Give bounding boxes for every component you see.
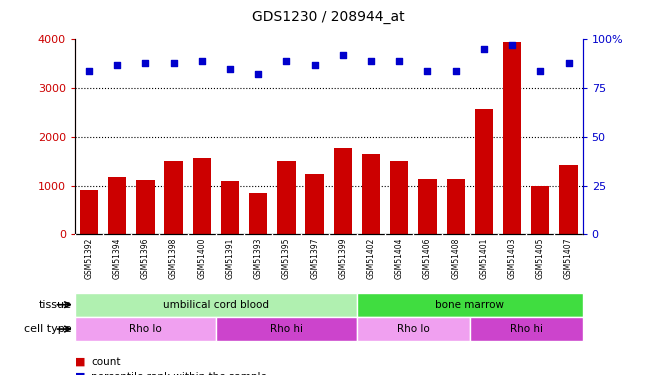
Bar xyxy=(277,161,296,234)
Point xyxy=(112,62,122,68)
Point xyxy=(225,66,235,72)
Text: bone marrow: bone marrow xyxy=(436,300,505,310)
Text: Rho hi: Rho hi xyxy=(510,324,543,334)
Text: GSM51403: GSM51403 xyxy=(508,237,517,279)
Text: GSM51402: GSM51402 xyxy=(367,237,376,279)
Text: ■: ■ xyxy=(75,357,85,367)
Point xyxy=(422,68,433,74)
Text: ■: ■ xyxy=(75,372,85,375)
Point xyxy=(366,58,376,64)
Point xyxy=(84,68,94,74)
Bar xyxy=(108,177,126,234)
Text: GSM51399: GSM51399 xyxy=(339,237,348,279)
Point xyxy=(507,42,518,48)
Bar xyxy=(470,317,583,341)
Bar xyxy=(165,161,183,234)
Text: GSM51391: GSM51391 xyxy=(225,237,234,279)
Bar xyxy=(305,174,324,234)
Bar xyxy=(559,165,577,234)
Bar xyxy=(221,181,239,234)
Text: GSM51395: GSM51395 xyxy=(282,237,291,279)
Text: Rho hi: Rho hi xyxy=(270,324,303,334)
Text: umbilical cord blood: umbilical cord blood xyxy=(163,300,269,310)
Bar xyxy=(531,186,549,234)
Point xyxy=(563,60,574,66)
Bar xyxy=(334,148,352,234)
Point xyxy=(197,58,207,64)
Bar xyxy=(75,292,357,317)
Point xyxy=(478,46,489,52)
Text: GSM51404: GSM51404 xyxy=(395,237,404,279)
Bar xyxy=(362,154,380,234)
Text: Rho lo: Rho lo xyxy=(129,324,161,334)
Bar xyxy=(136,180,154,234)
Bar xyxy=(216,317,357,341)
Bar xyxy=(419,179,437,234)
Text: GSM51397: GSM51397 xyxy=(310,237,319,279)
Point xyxy=(338,52,348,58)
Point xyxy=(309,62,320,68)
Text: GSM51400: GSM51400 xyxy=(197,237,206,279)
Bar xyxy=(357,292,583,317)
Point xyxy=(394,58,404,64)
Point xyxy=(253,72,264,78)
Text: GSM51392: GSM51392 xyxy=(85,237,94,279)
Bar xyxy=(447,179,465,234)
Point xyxy=(140,60,150,66)
Point xyxy=(281,58,292,64)
Text: cell type: cell type xyxy=(24,324,72,334)
Point xyxy=(169,60,179,66)
Text: GSM51408: GSM51408 xyxy=(451,237,460,279)
Bar xyxy=(249,194,268,234)
Text: GDS1230 / 208944_at: GDS1230 / 208944_at xyxy=(253,10,405,24)
Text: GSM51406: GSM51406 xyxy=(423,237,432,279)
Bar xyxy=(75,317,216,341)
Bar xyxy=(475,109,493,234)
Point xyxy=(535,68,546,74)
Text: count: count xyxy=(91,357,120,367)
Text: GSM51407: GSM51407 xyxy=(564,237,573,279)
Bar xyxy=(503,42,521,234)
Text: GSM51396: GSM51396 xyxy=(141,237,150,279)
Bar xyxy=(357,317,470,341)
Bar xyxy=(193,158,211,234)
Text: Rho lo: Rho lo xyxy=(397,324,430,334)
Text: GSM51405: GSM51405 xyxy=(536,237,545,279)
Point xyxy=(450,68,461,74)
Bar xyxy=(390,161,408,234)
Text: GSM51394: GSM51394 xyxy=(113,237,122,279)
Text: percentile rank within the sample: percentile rank within the sample xyxy=(91,372,267,375)
Bar xyxy=(80,189,98,234)
Text: GSM51401: GSM51401 xyxy=(479,237,488,279)
Text: GSM51393: GSM51393 xyxy=(254,237,263,279)
Text: tissue: tissue xyxy=(38,300,72,310)
Text: GSM51398: GSM51398 xyxy=(169,237,178,279)
